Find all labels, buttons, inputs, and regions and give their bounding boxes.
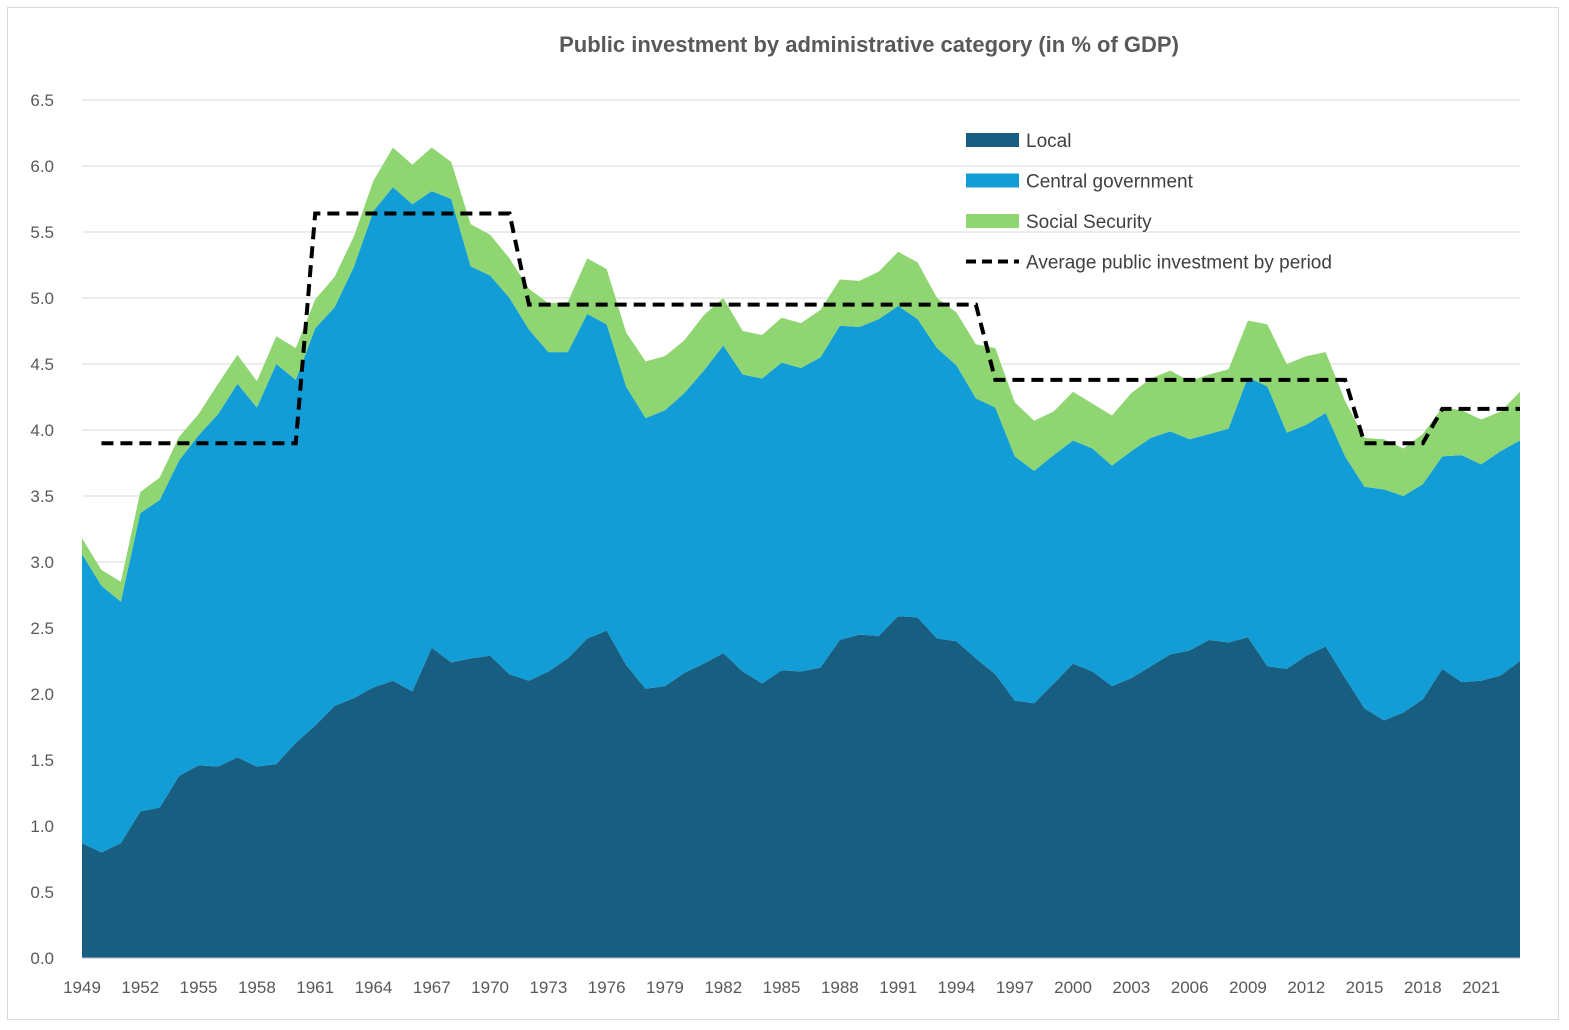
x-tick-label: 2009	[1229, 978, 1267, 997]
y-tick-label: 2.0	[30, 685, 54, 704]
x-tick-label: 1970	[471, 978, 509, 997]
x-tick-label: 1988	[821, 978, 859, 997]
legend-average-label: Average public investment by period	[1026, 253, 1332, 274]
x-tick-label: 2000	[1054, 978, 1092, 997]
x-tick-label: 2015	[1346, 978, 1384, 997]
area-social-security	[82, 147, 1520, 602]
y-tick-label: 6.5	[30, 91, 54, 110]
x-tick-label: 2003	[1112, 978, 1150, 997]
x-tick-label: 1961	[296, 978, 334, 997]
x-tick-label: 1985	[763, 978, 801, 997]
chart-frame: Public investment by administrative cate…	[7, 7, 1559, 1020]
legend-local-swatch	[966, 133, 1019, 147]
y-tick-label: 5.5	[30, 223, 54, 242]
x-tick-label: 1964	[355, 978, 393, 997]
y-tick-label: 6.0	[30, 157, 54, 176]
average-investment-line	[101, 211, 1520, 446]
y-tick-label: 4.0	[30, 421, 54, 440]
legend: Local Central government Social Security Av…	[966, 131, 1332, 274]
y-tick-label: 1.5	[30, 751, 54, 770]
y-tick-label: 2.5	[30, 619, 54, 638]
x-tick-label: 1967	[413, 978, 451, 997]
x-tick-label: 2006	[1171, 978, 1209, 997]
legend-local-label: Local	[1026, 131, 1071, 152]
y-tick-label: 3.0	[30, 553, 54, 572]
x-tick-label: 2018	[1404, 978, 1442, 997]
x-tick-label: 1976	[588, 978, 626, 997]
x-tick-label: 1973	[529, 978, 567, 997]
chart-title: Public investment by administrative cate…	[559, 32, 1179, 57]
y-tick-label: 3.5	[30, 487, 54, 506]
x-tick-label: 2012	[1287, 978, 1325, 997]
x-tick-label: 1958	[238, 978, 276, 997]
x-tick-label: 1952	[121, 978, 159, 997]
legend-social-security-swatch	[966, 214, 1019, 228]
area-series	[82, 147, 1520, 958]
x-tick-label: 1991	[879, 978, 917, 997]
x-tick-label: 1994	[938, 978, 976, 997]
area-central-government	[82, 187, 1520, 853]
y-tick-label: 0.0	[30, 949, 54, 968]
legend-central-government-swatch	[966, 173, 1019, 188]
x-tick-label: 1982	[704, 978, 742, 997]
y-tick-label: 5.0	[30, 289, 54, 308]
legend-central-government-label: Central government	[1026, 172, 1194, 193]
axes: 0.0 0.5 1.0 1.5 2.0 2.5 3.0 3.5 4.0 4.5 5.0 5.5 6.0 6…	[30, 91, 1520, 997]
x-tick-label: 2021	[1462, 978, 1500, 997]
y-tick-label: 0.5	[30, 883, 54, 902]
chart-svg: Public investment by administrative cate…	[30, 32, 1520, 997]
area-local	[82, 616, 1520, 958]
x-tick-label: 1979	[646, 978, 684, 997]
x-tick-label: 1949	[63, 978, 101, 997]
y-tick-label: 4.5	[30, 355, 54, 374]
legend-social-security-label: Social Security	[1026, 212, 1152, 233]
average-line-layer	[101, 211, 1520, 446]
x-tick-label: 1955	[180, 978, 218, 997]
x-tick-label: 1997	[996, 978, 1034, 997]
y-tick-label: 1.0	[30, 817, 54, 836]
